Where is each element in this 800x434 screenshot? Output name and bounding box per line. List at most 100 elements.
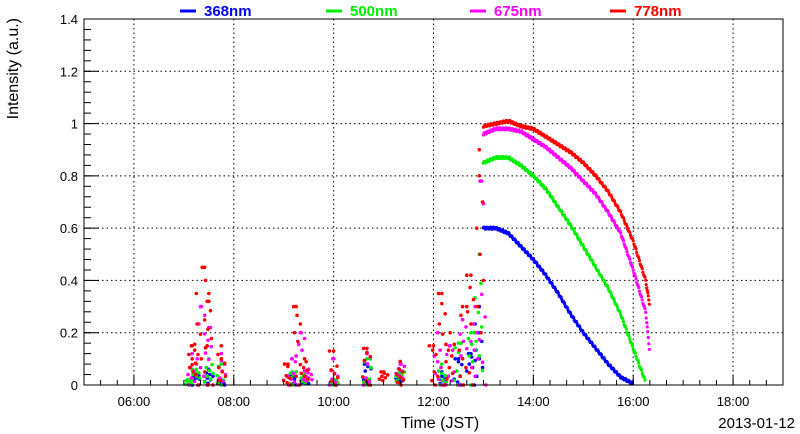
data-point (363, 369, 368, 373)
data-point (431, 343, 436, 348)
data-point (187, 365, 192, 370)
data-point (474, 330, 479, 335)
legend-label: 500nm (350, 3, 398, 20)
data-point (448, 330, 452, 335)
data-point (644, 282, 648, 287)
x-tick-label: 14:00 (517, 394, 550, 409)
data-point (480, 360, 485, 365)
data-point (330, 379, 334, 384)
data-point (479, 330, 483, 335)
data-point (628, 257, 632, 261)
data-point (458, 332, 462, 336)
data-point (615, 225, 619, 229)
data-point (440, 291, 444, 296)
data-point (306, 377, 310, 381)
data-point (457, 348, 462, 352)
data-point (332, 371, 337, 376)
data-point (443, 312, 447, 316)
x-tick-label: 12:00 (417, 394, 450, 409)
data-point (206, 327, 210, 332)
data-point (210, 362, 214, 367)
data-point (464, 273, 469, 278)
data-point (465, 310, 470, 314)
data-point (298, 330, 303, 335)
data-point (459, 362, 464, 367)
data-point (619, 210, 623, 214)
data-point (439, 365, 443, 370)
data-point (191, 370, 195, 374)
data-point (637, 258, 642, 263)
data-point (207, 368, 212, 373)
data-point (186, 377, 190, 382)
data-point (556, 291, 560, 295)
series-368nm (190, 225, 635, 387)
data-point (460, 304, 465, 309)
data-point (637, 289, 642, 293)
data-point (294, 354, 299, 358)
data-point (292, 330, 297, 335)
data-point (453, 346, 457, 350)
data-point (329, 368, 333, 372)
data-point (621, 239, 626, 243)
data-point (202, 313, 207, 318)
data-point (469, 330, 473, 335)
data-point (474, 339, 478, 344)
data-point (369, 365, 373, 370)
data-point (637, 256, 641, 260)
data-point (207, 357, 211, 362)
data-point (479, 179, 484, 183)
data-point (360, 375, 365, 379)
y-tick-label: 1.4 (60, 12, 78, 27)
data-point (646, 291, 650, 295)
data-point (637, 286, 641, 290)
data-point (612, 297, 616, 301)
data-point (627, 334, 631, 338)
data-point (624, 247, 628, 251)
data-point (217, 376, 222, 380)
data-point (469, 342, 474, 347)
data-point (443, 373, 447, 378)
data-point (456, 359, 461, 364)
y-tick-label: 0 (71, 378, 78, 393)
data-point (293, 359, 298, 364)
data-point (603, 280, 607, 284)
data-point (219, 351, 224, 356)
data-point (211, 371, 215, 376)
data-point (477, 354, 482, 358)
data-point (440, 362, 444, 366)
data-point (456, 357, 461, 361)
data-point (190, 351, 194, 356)
data-series (183, 118, 651, 387)
data-point (455, 380, 460, 384)
x-tick-label: 16:00 (617, 394, 650, 409)
data-point (194, 291, 199, 296)
data-point (575, 233, 579, 237)
data-point (209, 336, 214, 341)
data-point (208, 308, 213, 313)
data-point (209, 344, 214, 349)
data-point (207, 372, 212, 377)
data-point (464, 346, 469, 351)
data-point (481, 278, 486, 283)
data-point (202, 370, 207, 374)
data-point (402, 364, 407, 369)
data-point (452, 342, 457, 347)
data-point (217, 378, 222, 383)
data-point (193, 373, 198, 377)
data-point (301, 377, 306, 381)
data-point (640, 371, 644, 375)
data-point (621, 320, 626, 324)
data-point (467, 354, 472, 358)
data-point (310, 377, 314, 382)
data-point (624, 327, 628, 331)
data-point (647, 347, 651, 352)
data-point (383, 375, 388, 380)
data-point (615, 305, 619, 309)
axis-ticks: 06:00 08:00 10:00 12:00 14:00 16:00 18:00 0 0.2 0… (60, 12, 784, 409)
data-point (630, 344, 635, 348)
data-point (207, 299, 211, 304)
data-point (483, 315, 487, 319)
data-point (207, 291, 211, 296)
data-point (448, 343, 452, 348)
